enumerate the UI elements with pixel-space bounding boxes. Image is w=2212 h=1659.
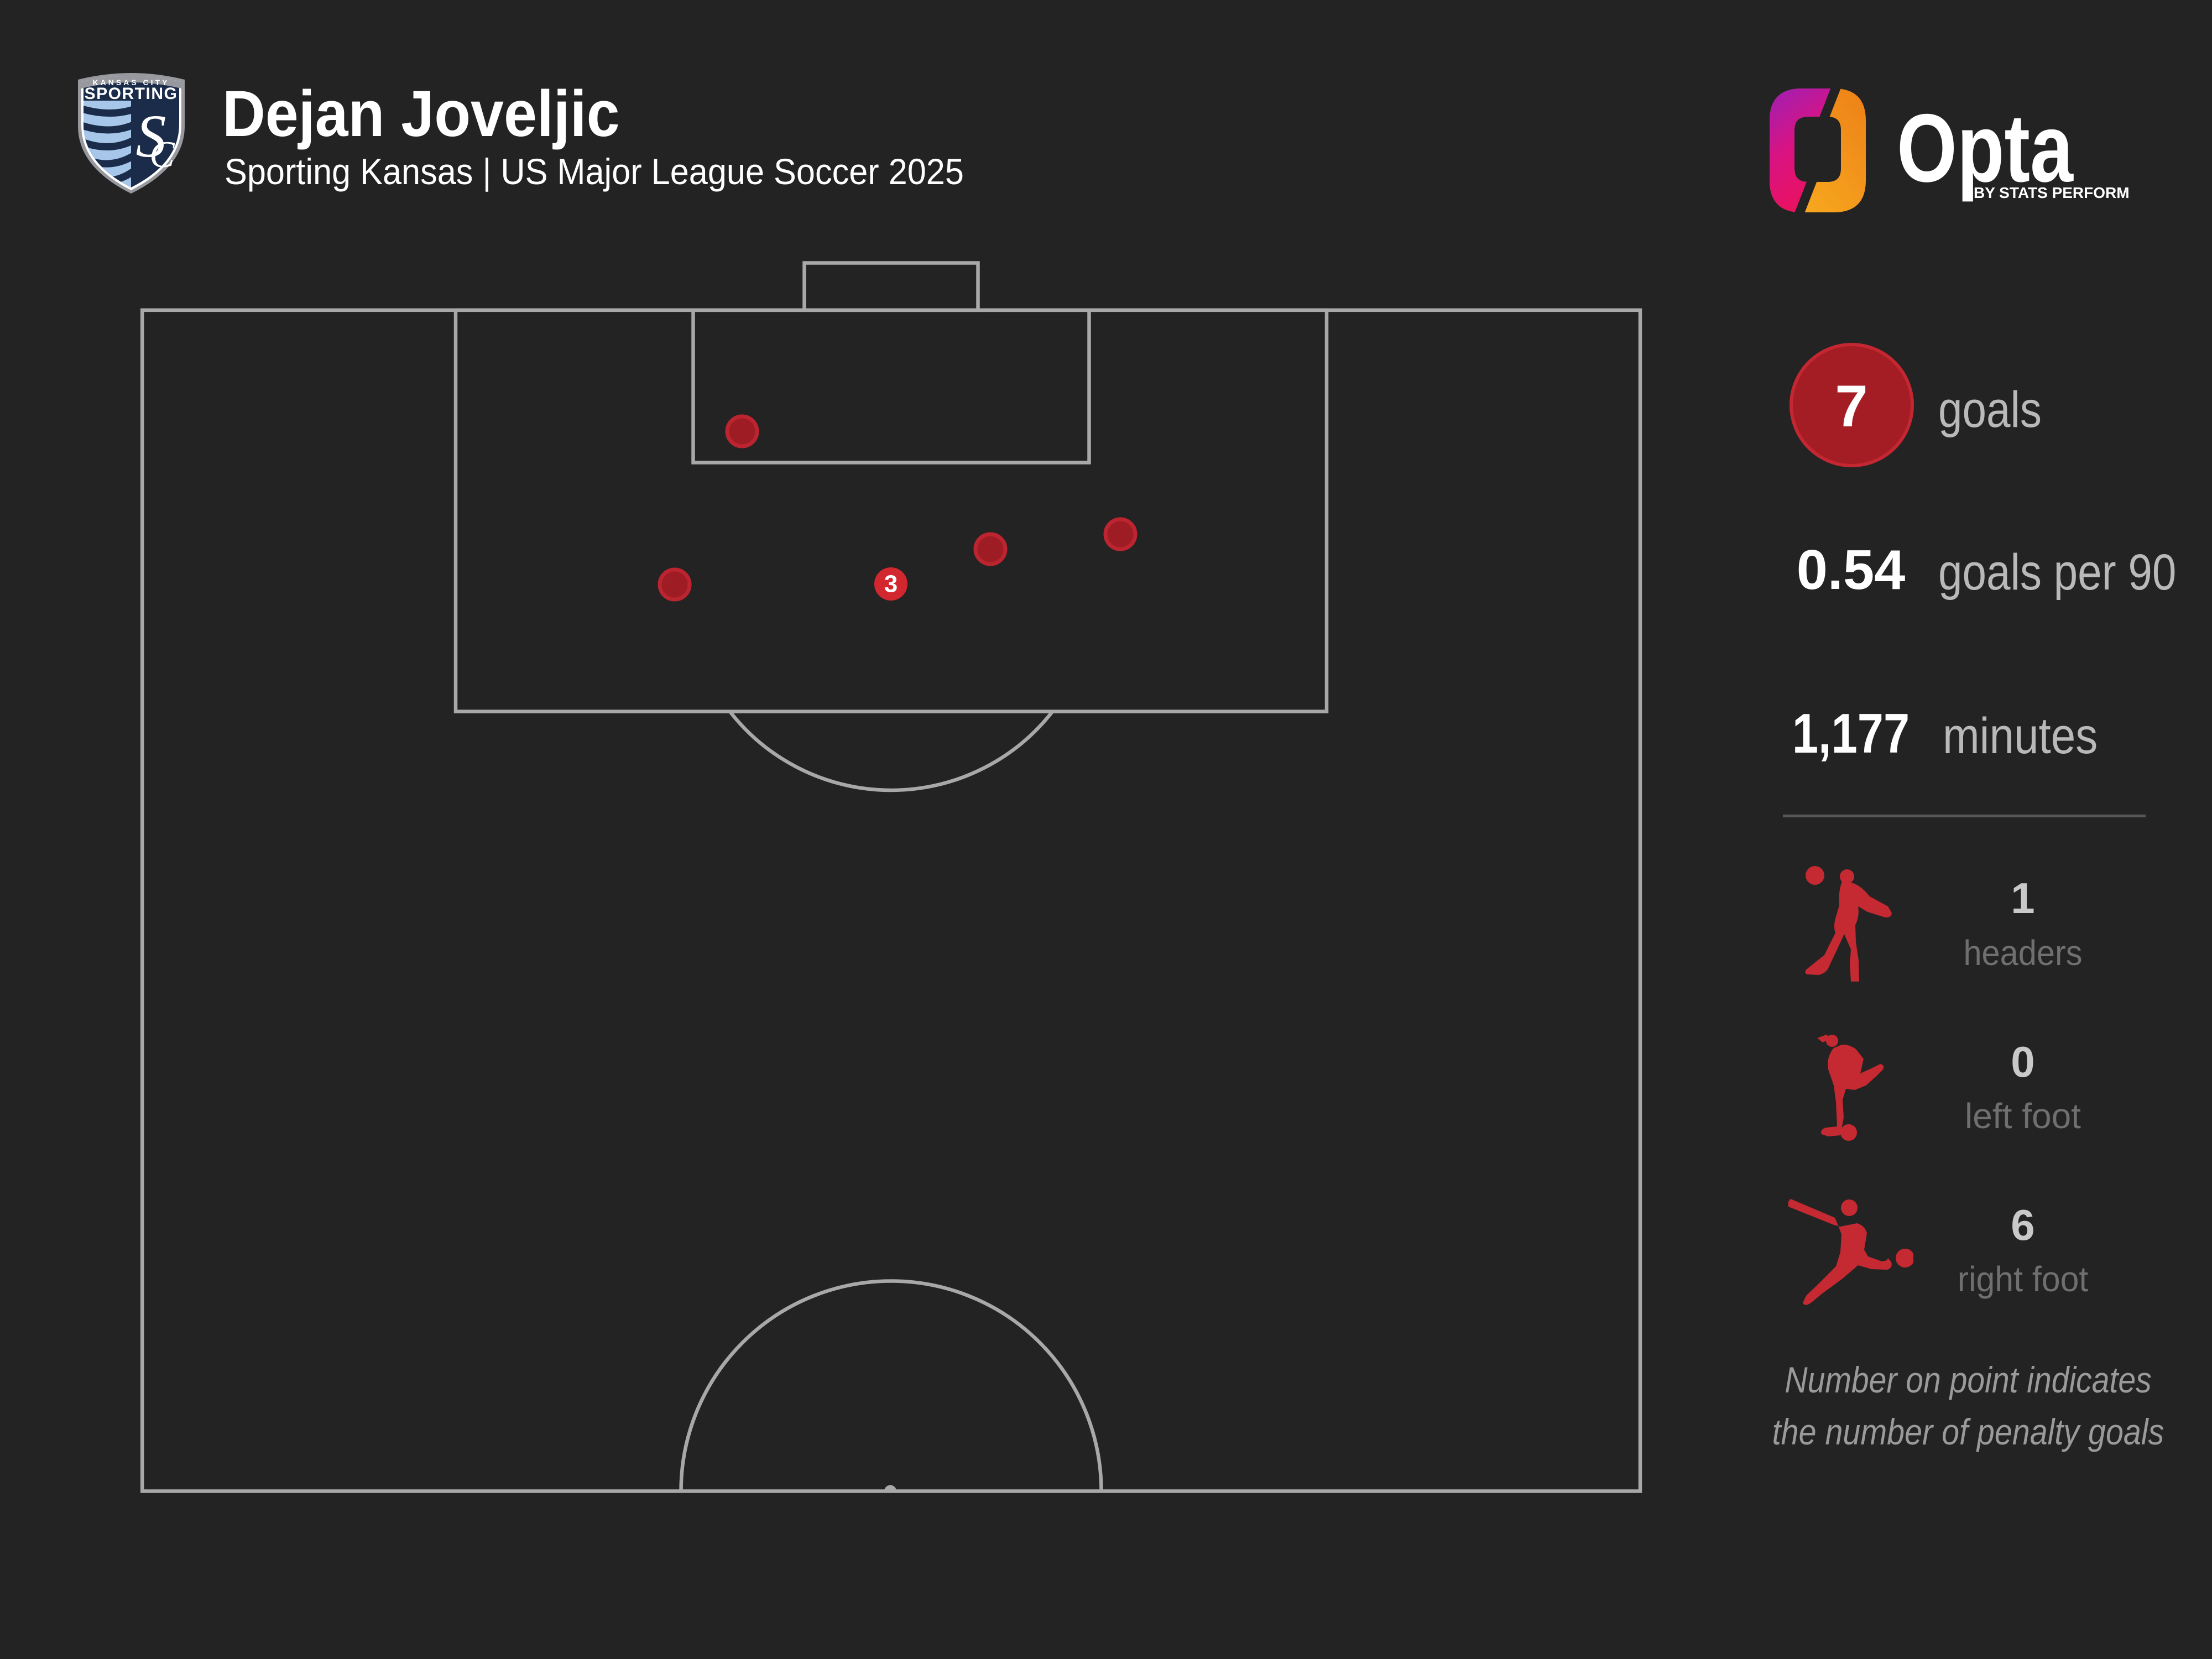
svg-text:SPORTING: SPORTING [85, 85, 178, 103]
svg-text:C: C [149, 133, 175, 175]
svg-text:S: S [136, 102, 166, 170]
svg-text:3: 3 [884, 571, 898, 598]
svg-text:KANSAS CITY: KANSAS CITY [93, 78, 170, 87]
